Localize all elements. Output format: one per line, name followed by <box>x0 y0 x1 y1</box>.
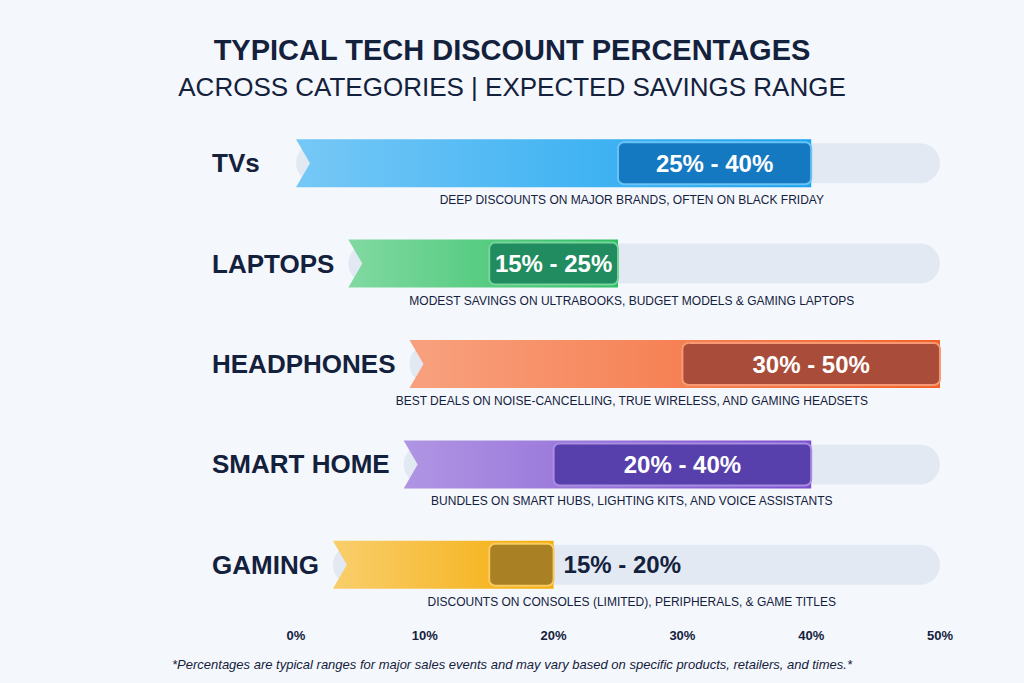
svg-text:BEST DEALS ON NOISE-CANCELLING: BEST DEALS ON NOISE-CANCELLING, TRUE WIR… <box>396 394 868 408</box>
svg-text:30% - 50%: 30% - 50% <box>752 351 869 378</box>
svg-text:0%: 0% <box>287 628 306 643</box>
svg-text:40%: 40% <box>798 628 824 643</box>
svg-text:DISCOUNTS ON CONSOLES (LIMITED: DISCOUNTS ON CONSOLES (LIMITED), PERIPHE… <box>428 595 837 609</box>
svg-text:DEEP DISCOUNTS ON MAJOR BRANDS: DEEP DISCOUNTS ON MAJOR BRANDS, OFTEN ON… <box>440 193 824 207</box>
svg-text:*Percentages are typical range: *Percentages are typical ranges for majo… <box>172 657 853 672</box>
svg-text:25% - 40%: 25% - 40% <box>656 150 773 177</box>
svg-text:MODEST SAVINGS ON ULTRABOOKS,: MODEST SAVINGS ON ULTRABOOKS, BUDGET MOD… <box>409 294 854 308</box>
svg-text:15% - 20%: 15% - 20% <box>564 551 681 578</box>
svg-text:TVs: TVs <box>212 148 260 178</box>
svg-text:20% - 40%: 20% - 40% <box>624 451 741 478</box>
svg-text:50%: 50% <box>927 628 953 643</box>
svg-text:BUNDLES ON SMART HUBS, LIGHTIN: BUNDLES ON SMART HUBS, LIGHTING KITS, AN… <box>431 494 832 508</box>
svg-text:10%: 10% <box>412 628 438 643</box>
svg-text:ACROSS CATEGORIES | EXPECTED S: ACROSS CATEGORIES | EXPECTED SAVINGS RAN… <box>178 72 845 102</box>
svg-text:HEADPHONES: HEADPHONES <box>212 349 395 379</box>
svg-text:30%: 30% <box>669 628 695 643</box>
svg-text:SMART HOME: SMART HOME <box>212 449 390 479</box>
svg-text:TYPICAL TECH DISCOUNT PERCENTA: TYPICAL TECH DISCOUNT PERCENTAGES <box>214 34 811 66</box>
svg-text:20%: 20% <box>541 628 567 643</box>
svg-text:15% - 25%: 15% - 25% <box>495 250 612 277</box>
svg-text:LAPTOPS: LAPTOPS <box>212 249 334 279</box>
svg-text:GAMING: GAMING <box>212 550 319 580</box>
